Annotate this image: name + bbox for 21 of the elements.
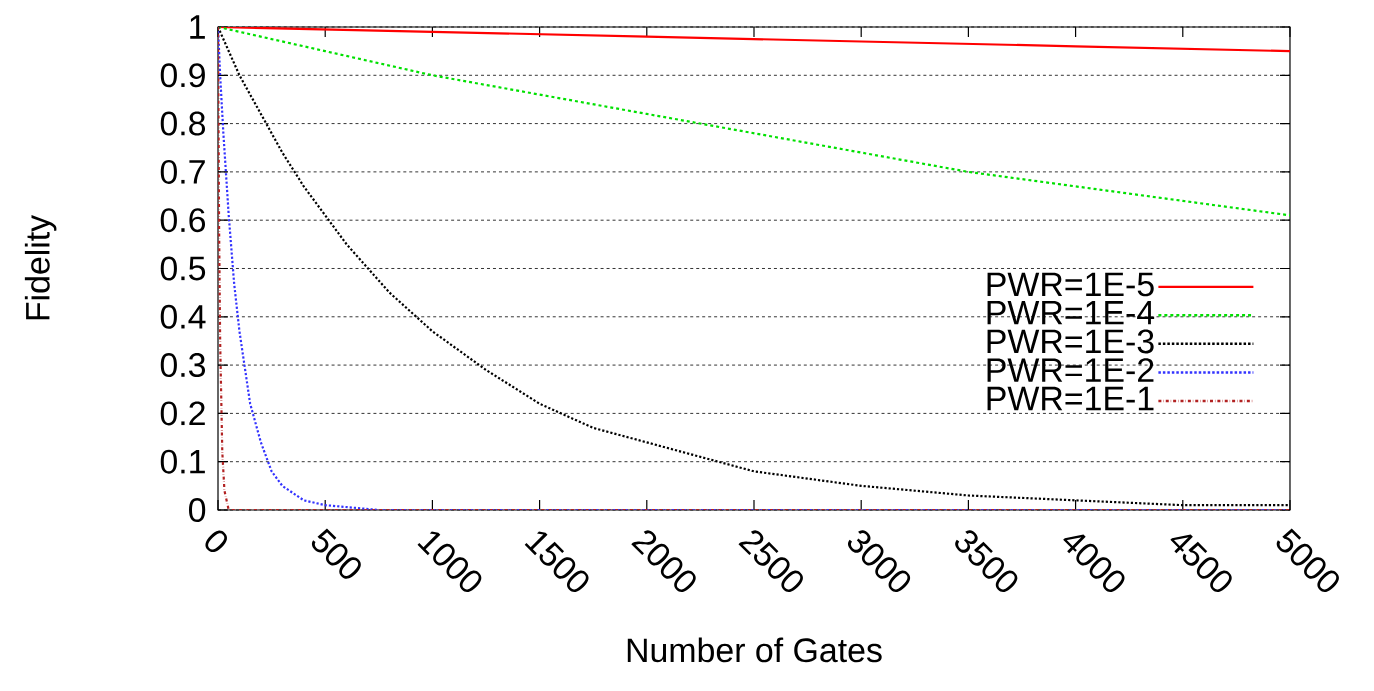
line-series xyxy=(218,26,1290,53)
x-axis-title: Number of Gates xyxy=(627,637,882,663)
y-tick-label: 0.4 xyxy=(160,304,206,329)
y-tick-label: 0.6 xyxy=(160,208,206,233)
legend-label: PWR=1E-5 xyxy=(987,272,1154,297)
x-tick-label: 500 xyxy=(311,528,361,579)
legend-label: PWR=1E-3 xyxy=(987,329,1154,354)
legend-label: PWR=1E-1 xyxy=(987,386,1154,411)
y-tick-label: 0.2 xyxy=(160,401,205,426)
y-tick-label: 0.3 xyxy=(160,353,206,378)
y-tick-label: 0.7 xyxy=(160,159,205,184)
y-tick-label: 0.9 xyxy=(160,63,205,88)
y-tick-label: 0.1 xyxy=(160,449,205,474)
y-tick-label: 0 xyxy=(189,498,206,522)
y-axis-title: Fidelity xyxy=(24,214,57,320)
legend-label: PWR=1E-4 xyxy=(987,301,1155,325)
y-tick-label: 1 xyxy=(190,15,205,39)
legend-label: PWR=1E-2 xyxy=(987,358,1154,382)
x-tick-label: 0 xyxy=(205,530,228,553)
y-tick-label: 0.5 xyxy=(160,256,206,281)
y-tick-label: 0.8 xyxy=(160,111,206,136)
